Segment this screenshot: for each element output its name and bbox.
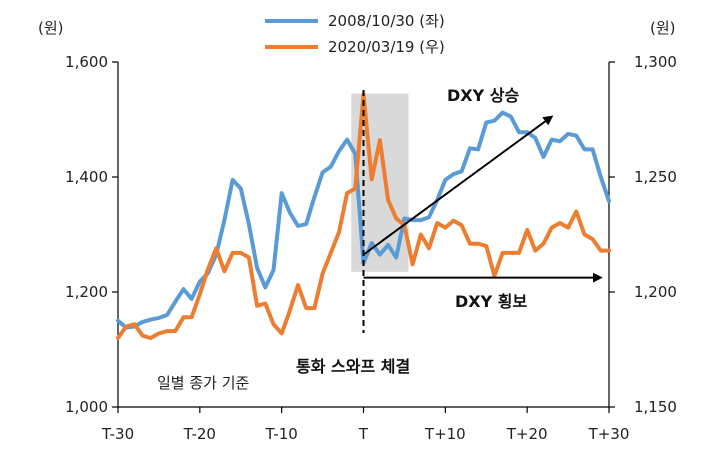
left-tick-label: 1,600 <box>65 53 108 71</box>
dxy-rise-label: DXY 상승 <box>447 86 519 105</box>
daily-close-note: 일별 종가 기준 <box>157 374 250 392</box>
legend: 2008/10/30 (좌) 2020/03/19 (우) <box>265 12 445 56</box>
dxy-flat-label: DXY 횡보 <box>455 292 527 311</box>
dxy-rise-arrow <box>362 115 554 256</box>
left-axis-unit-label: (원) <box>38 19 64 37</box>
right-y-ticks: 1,150 1,200 1,250 1,300 <box>609 53 677 416</box>
left-tick-label: 1,200 <box>65 283 108 301</box>
x-tick-label: T+30 <box>588 425 630 443</box>
x-tick-label: T-30 <box>101 425 134 443</box>
x-tick-label: T+20 <box>506 425 548 443</box>
currency-swap-label: 통화 스와프 체결 <box>296 357 410 376</box>
legend-label-2020: 2020/03/19 (우) <box>328 38 445 56</box>
right-tick-label: 1,250 <box>634 168 677 186</box>
right-tick-label: 1,200 <box>634 283 677 301</box>
right-tick-label: 1,150 <box>634 398 677 416</box>
x-tick-label: T+10 <box>424 425 466 443</box>
right-axis-unit-label: (원) <box>650 19 676 37</box>
left-y-ticks: 1,000 1,200 1,400 1,600 <box>65 53 118 416</box>
x-tick-label: T-10 <box>265 425 298 443</box>
legend-label-2008: 2008/10/30 (좌) <box>328 12 445 30</box>
x-tick-label: T-20 <box>183 425 216 443</box>
left-tick-label: 1,400 <box>65 168 108 186</box>
x-tick-label: T <box>358 425 369 443</box>
x-ticks: T-30 T-20 T-10 T T+10 T+20 T+30 <box>101 407 630 443</box>
left-tick-label: 1,000 <box>65 398 108 416</box>
right-tick-label: 1,300 <box>634 53 677 71</box>
